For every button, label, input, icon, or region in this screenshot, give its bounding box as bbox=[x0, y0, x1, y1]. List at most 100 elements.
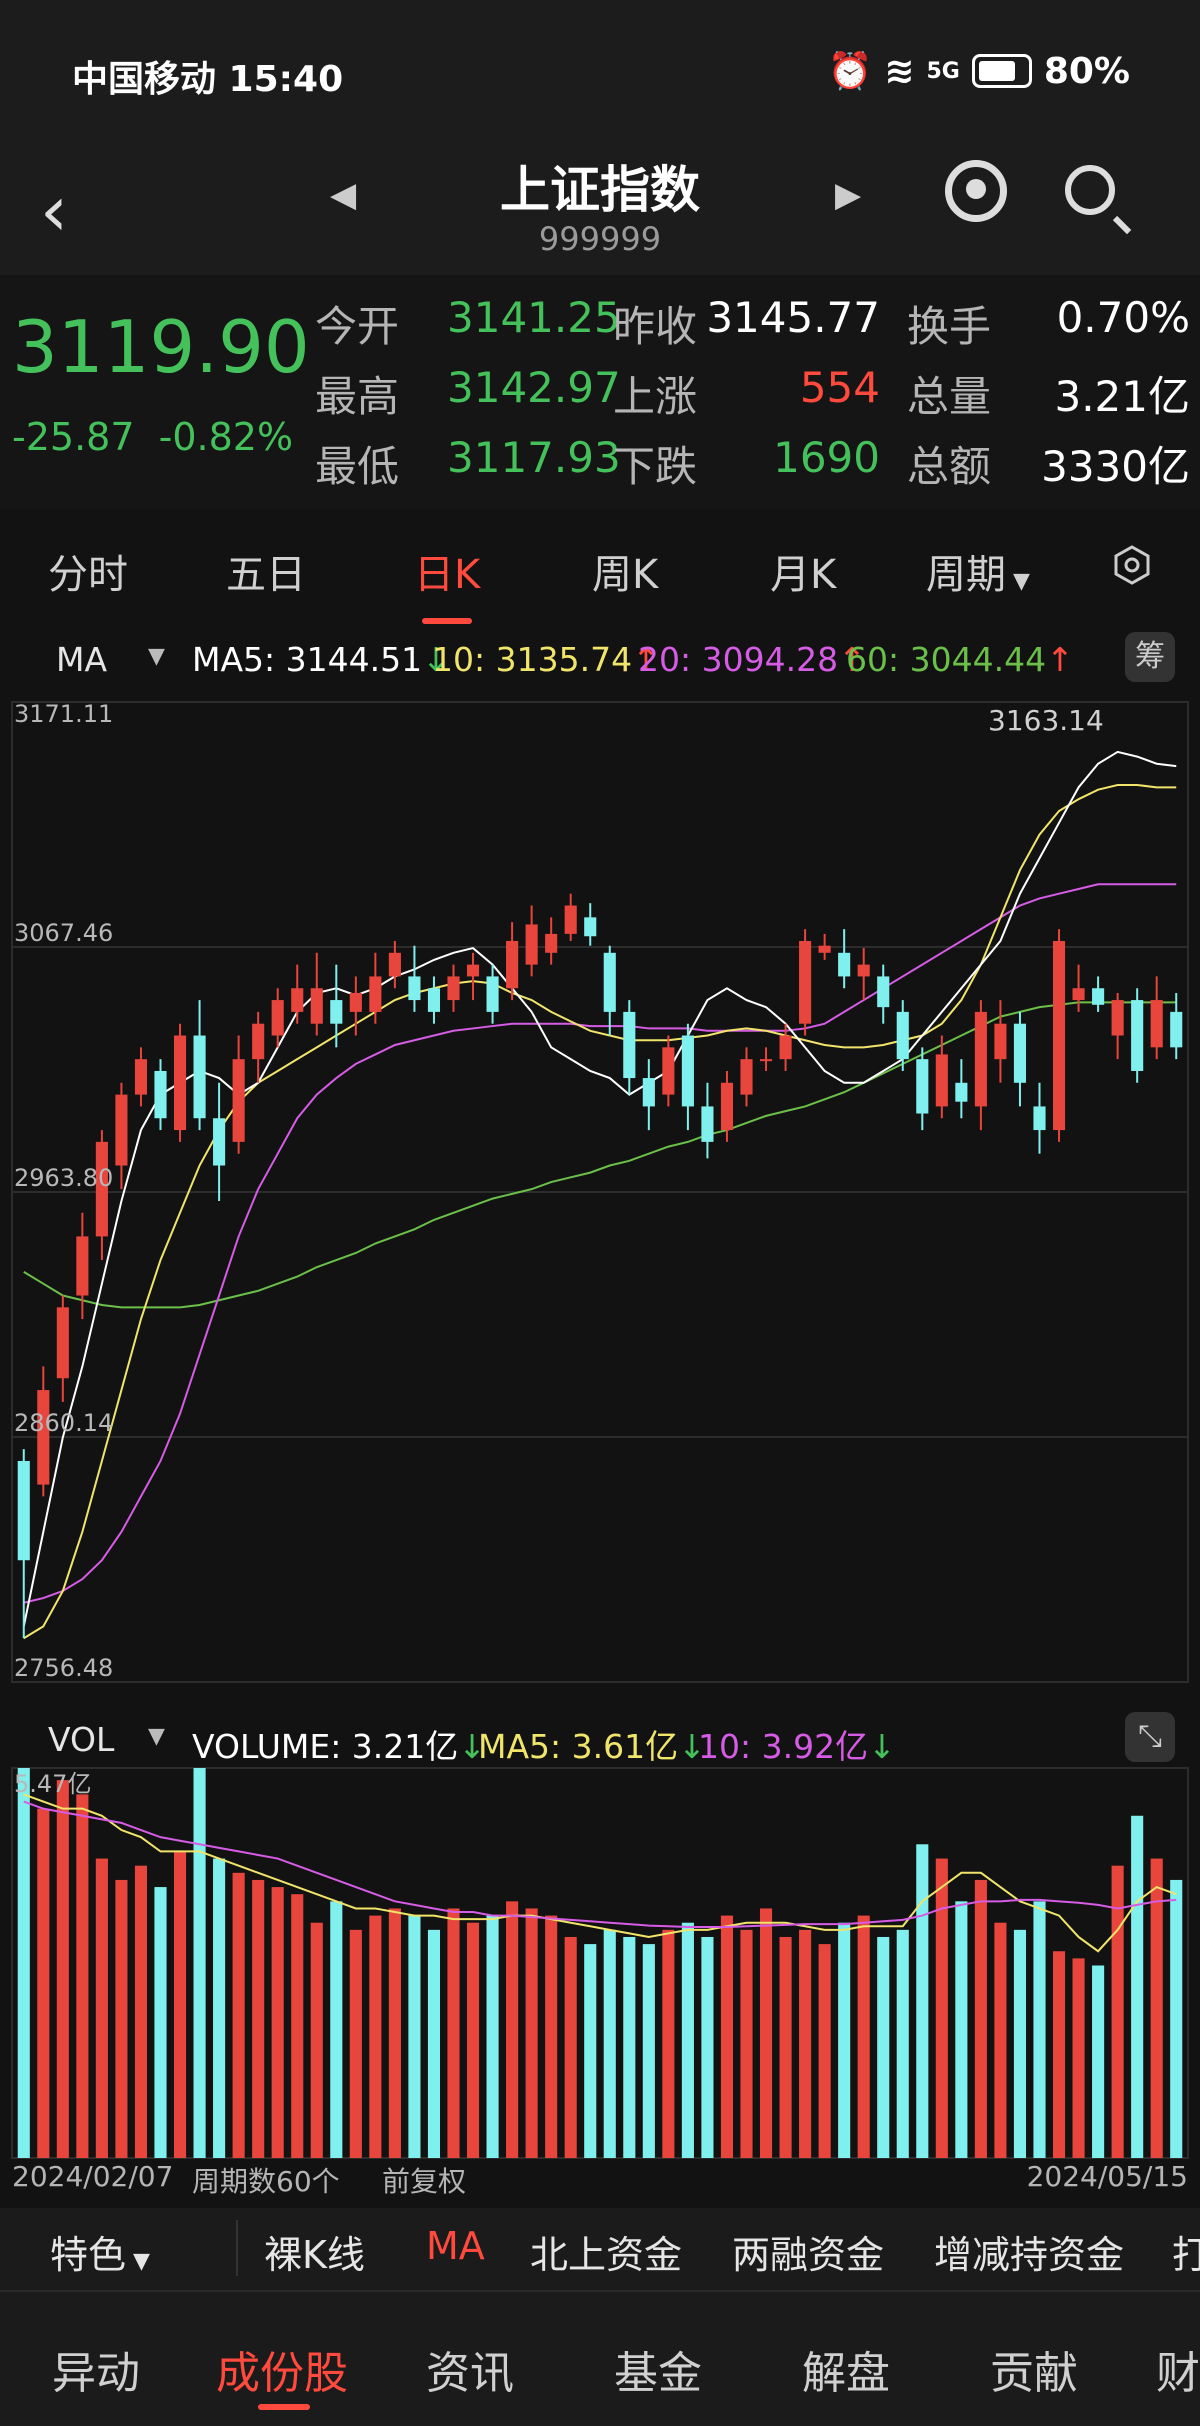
ma10-path bbox=[23, 783, 1177, 1640]
start-date: 2024/02/07 bbox=[12, 2160, 174, 2193]
candle-body bbox=[447, 976, 460, 1001]
feature-dropdown[interactable]: 特色 ▼ bbox=[50, 2224, 150, 2279]
candle-body bbox=[427, 988, 441, 1012]
nav-funds[interactable]: 基金 bbox=[614, 2348, 702, 2399]
value-high: 3142.97 bbox=[447, 363, 621, 412]
nav-news[interactable]: 资讯 bbox=[426, 2348, 514, 2399]
search-icon[interactable] bbox=[1065, 165, 1115, 215]
label-volume: 总量 bbox=[907, 372, 992, 421]
value-amount: 3330亿 bbox=[1041, 442, 1190, 491]
bottom-nav: 异动 成份股 资讯 基金 解盘 贡献 财 bbox=[0, 2290, 1200, 2426]
quote-row-1: 今开 3141.25 昨收 3145.77 换手 0.70% bbox=[315, 293, 1190, 363]
candle-body bbox=[1072, 988, 1085, 1001]
volume-bar bbox=[779, 1936, 792, 2158]
chevron-down-icon[interactable]: ▼ bbox=[148, 1724, 165, 1749]
candle-body bbox=[17, 1460, 30, 1561]
volume-bar bbox=[506, 1901, 519, 2158]
volume-bar bbox=[232, 1872, 245, 2158]
label-open: 今开 bbox=[315, 302, 400, 351]
volume-bar bbox=[271, 1887, 284, 2158]
candle-body bbox=[584, 917, 597, 937]
alarm-icon: ⏰ bbox=[827, 51, 873, 92]
nav-alerts[interactable]: 异动 bbox=[52, 2348, 140, 2399]
volume-bar bbox=[56, 1780, 69, 2158]
candle-body bbox=[857, 964, 870, 977]
volume-bar bbox=[486, 1915, 499, 2158]
expand-icon[interactable]: ⤡ bbox=[1125, 1712, 1175, 1762]
label-high: 最高 bbox=[315, 372, 400, 421]
toolbar-divider bbox=[236, 2220, 238, 2276]
tab-five-day[interactable]: 五日 bbox=[226, 552, 306, 598]
volume-bar bbox=[76, 1794, 89, 2158]
tab-monthly-k[interactable]: 月K bbox=[770, 552, 837, 598]
candle-body bbox=[232, 1059, 245, 1142]
value-volume: 3.21亿 bbox=[1054, 372, 1190, 421]
volume-ma5-path bbox=[23, 1793, 1177, 1953]
tab-weekly-k[interactable]: 周K bbox=[592, 552, 659, 598]
ma5-line bbox=[22, 750, 1177, 1627]
volume-bar bbox=[642, 1944, 655, 2158]
candle-body bbox=[193, 1035, 206, 1119]
period-count: 周期数60个 bbox=[192, 2165, 340, 2198]
vol-ma10-value: 10: 3.92亿↓ bbox=[698, 1727, 896, 1766]
candle-body bbox=[1170, 1011, 1183, 1048]
toolbar-more[interactable]: 打 bbox=[1172, 2233, 1200, 2277]
quote-row-2: 最高 3142.97 上涨 554 总量 3.21亿 bbox=[315, 363, 1190, 433]
value-decliners: 1690 bbox=[773, 433, 880, 482]
candle-body bbox=[896, 1011, 909, 1060]
tab-daily-k[interactable]: 日K bbox=[414, 552, 481, 598]
nav-analysis[interactable]: 解盘 bbox=[802, 2348, 890, 2399]
volume-value: VOLUME: 3.21亿↓ bbox=[192, 1727, 486, 1766]
candle-body bbox=[525, 924, 538, 965]
candle-body bbox=[818, 945, 831, 953]
toolbar-holdings[interactable]: 增减持资金 bbox=[934, 2233, 1125, 2277]
volume-bar bbox=[896, 1929, 909, 2158]
nav-contribution[interactable]: 贡献 bbox=[990, 2348, 1078, 2399]
volume-bar bbox=[662, 1929, 675, 2158]
nav-constituents[interactable]: 成份股 bbox=[216, 2348, 348, 2399]
label-low: 最低 bbox=[315, 442, 400, 491]
volume-bar bbox=[213, 1858, 226, 2158]
toolbar-margin[interactable]: 两融资金 bbox=[732, 2233, 885, 2277]
previous-stock-icon[interactable]: ◀ bbox=[330, 175, 357, 215]
volume-legend: VOL ▼ VOLUME: 3.21亿↓ MA5: 3.61亿↓ 10: 3.9… bbox=[0, 1712, 1200, 1772]
next-stock-icon[interactable]: ▶ bbox=[835, 175, 862, 215]
tab-intraday[interactable]: 分时 bbox=[48, 552, 128, 598]
volume-bar bbox=[252, 1879, 265, 2158]
toolbar-naked-k[interactable]: 裸K线 bbox=[264, 2233, 365, 2277]
settings-icon[interactable] bbox=[1112, 545, 1152, 585]
candle-body bbox=[134, 1059, 148, 1095]
candle-body bbox=[76, 1236, 89, 1296]
kline-chart[interactable]: 3171.11 3067.46 2963.80 2860.14 2756.48 3163.… bbox=[0, 680, 1200, 2160]
volume-bar bbox=[330, 1901, 343, 2158]
volume-bar bbox=[95, 1858, 108, 2158]
candle-body bbox=[1092, 988, 1105, 1005]
candle-body bbox=[154, 1070, 167, 1119]
toolbar-ma[interactable]: MA bbox=[426, 2224, 485, 2268]
ma60-value: 60: 3044.44↑ bbox=[846, 640, 1074, 679]
chevron-down-icon[interactable]: ▼ bbox=[148, 644, 165, 669]
back-icon[interactable]: ‹ bbox=[40, 170, 68, 252]
nav-finance[interactable]: 财 bbox=[1156, 2348, 1200, 2399]
active-tab-indicator bbox=[422, 618, 472, 624]
assistant-mascot-icon[interactable] bbox=[945, 160, 1007, 222]
volume-bar bbox=[154, 1887, 167, 2158]
volume-bar bbox=[525, 1908, 538, 2158]
tab-period-dropdown[interactable]: 周期 ▼ bbox=[926, 542, 1030, 600]
value-turnover: 0.70% bbox=[1056, 293, 1190, 342]
last-price: 3119.90 bbox=[12, 305, 310, 389]
tab-period-label: 周期 bbox=[926, 552, 1006, 598]
period-tabs: 分时 五日 日K 周K 月K 周期 ▼ bbox=[0, 520, 1200, 624]
candle-body bbox=[486, 976, 499, 1012]
volume-bar bbox=[1072, 1958, 1085, 2158]
candle-body bbox=[506, 940, 519, 989]
adjustment-mode[interactable]: 前复权 bbox=[382, 2165, 467, 2198]
toolbar-northbound[interactable]: 北上资金 bbox=[530, 2233, 683, 2277]
volume-bar bbox=[545, 1915, 558, 2158]
chip-distribution-button[interactable]: 筹 bbox=[1125, 632, 1175, 682]
volume-bar bbox=[681, 1922, 694, 2158]
vol-indicator-select[interactable]: VOL bbox=[48, 1720, 115, 1759]
volume-bar bbox=[1092, 1965, 1105, 2158]
candle-body bbox=[974, 1011, 987, 1107]
ma-indicator-select[interactable]: MA bbox=[56, 640, 108, 679]
